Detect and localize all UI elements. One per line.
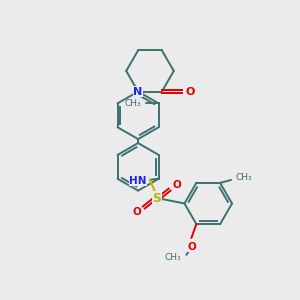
- Text: HN: HN: [129, 176, 147, 186]
- Text: CH₃: CH₃: [124, 99, 141, 108]
- Text: O: O: [172, 180, 181, 190]
- Text: CH₃: CH₃: [236, 173, 253, 182]
- Text: S: S: [152, 192, 161, 205]
- Text: O: O: [187, 242, 196, 252]
- Text: N: N: [134, 86, 143, 97]
- Text: O: O: [186, 86, 195, 97]
- Text: O: O: [132, 207, 141, 218]
- Text: CH₃: CH₃: [165, 253, 181, 262]
